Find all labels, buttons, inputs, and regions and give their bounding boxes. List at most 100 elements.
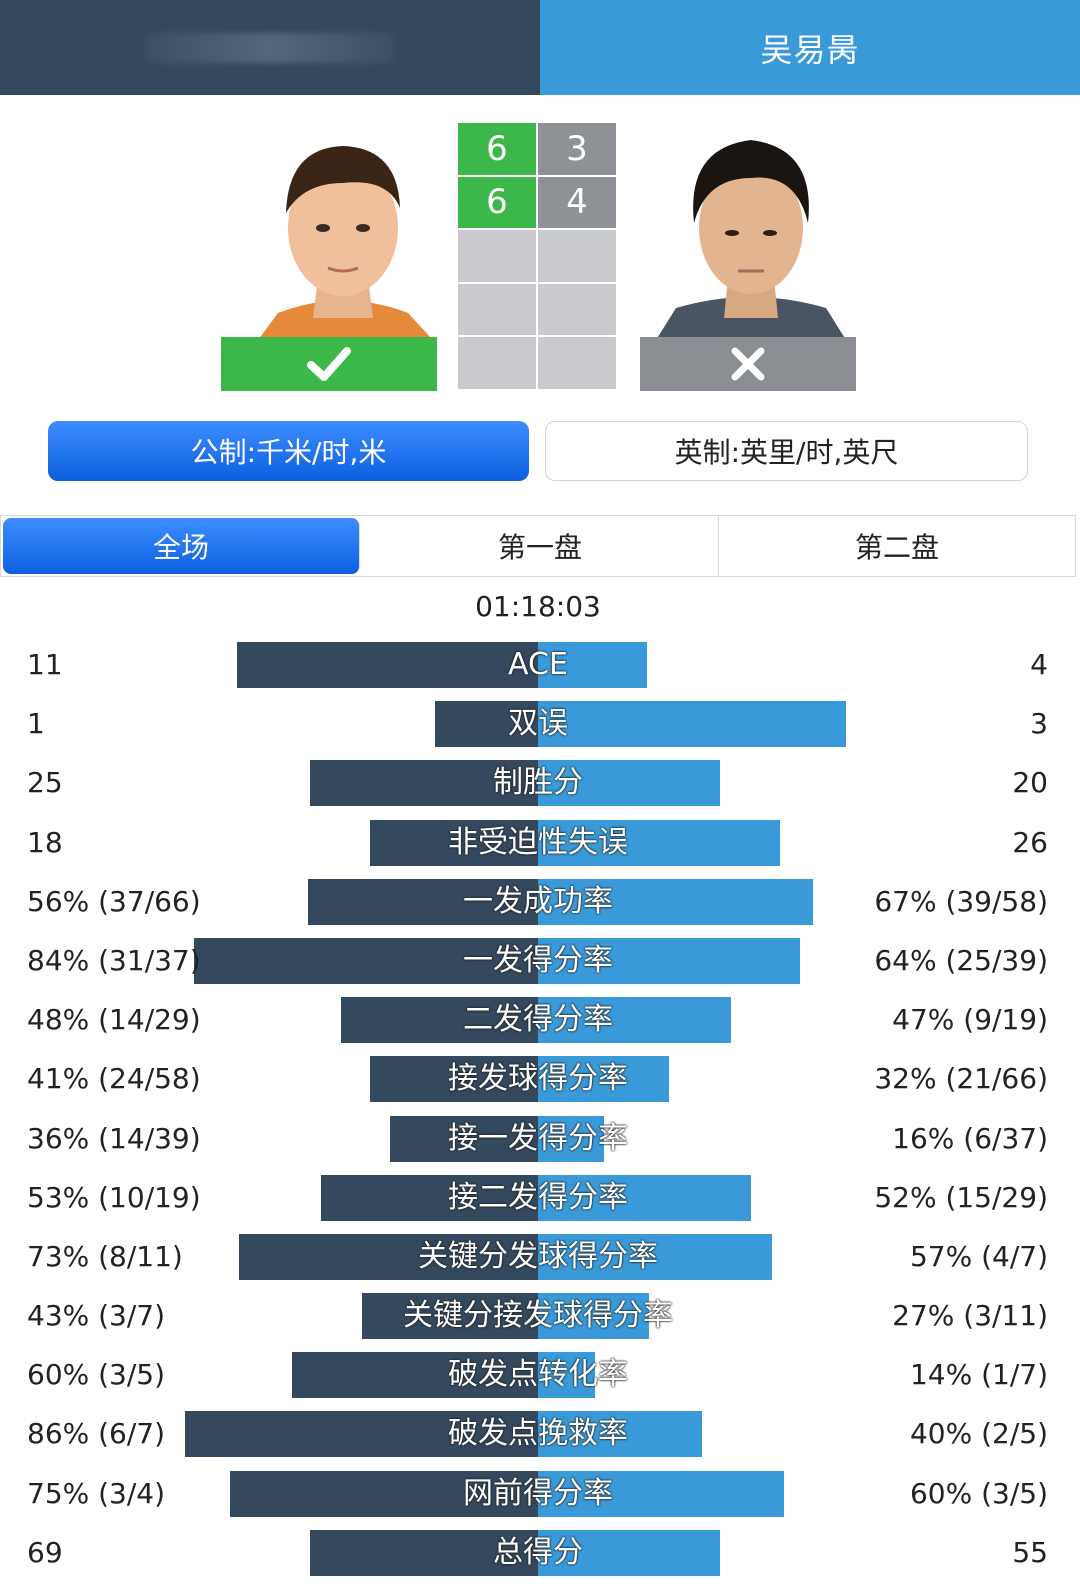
right-stat-bar: [538, 642, 647, 688]
right-stat-bar: [538, 997, 731, 1044]
player-left-photo: [248, 128, 438, 340]
stat-label: 一发得分率: [463, 942, 613, 978]
left-stat-value: 69: [27, 1535, 63, 1569]
left-stat-value: 41% (24/58): [27, 1062, 201, 1096]
player-left-name-blurred: [0, 0, 540, 95]
left-stat-value: 75% (3/4): [27, 1476, 166, 1510]
right-stat-bar: [538, 1174, 751, 1221]
right-stat-value: 57% (4/7): [909, 1239, 1048, 1273]
stat-row: 18 26 非受迫性失误: [0, 819, 1080, 879]
stat-label: 二发得分率: [463, 1002, 613, 1038]
stat-row: 69 55 总得分: [0, 1529, 1080, 1589]
right-stat-bar: [538, 937, 800, 984]
tab-set-2[interactable]: 第二盘: [854, 531, 939, 564]
left-stat-bar: [308, 878, 538, 925]
left-stat-bar: [370, 1056, 538, 1103]
left-stat-bar: [321, 1174, 538, 1221]
stat-row: 73% (8/11) 57% (4/7) 关键分发球得分率: [0, 1233, 1080, 1293]
left-stat-value: 36% (14/39): [27, 1121, 201, 1155]
right-stat-bar: [538, 819, 780, 866]
check-icon: [307, 347, 351, 381]
stat-row: 43% (3/7) 27% (3/11) 关键分接发球得分率: [0, 1293, 1080, 1352]
set-4-score-p2: [538, 283, 616, 335]
winner-indicator: [221, 337, 437, 391]
stat-label: 破发点挽救率: [448, 1416, 628, 1452]
tab-full-match[interactable]: 全场: [3, 518, 360, 574]
set-4-score-p1: [458, 283, 536, 335]
stat-row: 11 4 ACE: [0, 642, 1080, 701]
right-stat-value: 32% (21/66): [874, 1062, 1048, 1096]
left-stat-value: 53% (10/19): [27, 1180, 201, 1214]
right-stat-bar: [538, 701, 846, 748]
stat-row: 48% (14/29) 47% (9/19) 二发得分率: [0, 997, 1080, 1056]
stat-row: 1 3 双误: [0, 701, 1080, 760]
stat-row: 36% (14/39) 16% (6/37) 接一发得分率: [0, 1115, 1080, 1175]
right-stat-bar: [538, 1411, 702, 1458]
left-stat-bar: [239, 1233, 538, 1280]
left-stat-value: 48% (14/29): [27, 1003, 201, 1037]
right-stat-value: 14% (1/7): [909, 1358, 1048, 1392]
set-2-score-p1: 6: [458, 176, 536, 228]
set-1-score-p2: 3: [538, 123, 616, 175]
tab-set-1[interactable]: 第一盘: [362, 516, 719, 576]
left-stat-value: 73% (8/11): [27, 1239, 183, 1273]
left-stat-value: 43% (3/7): [27, 1299, 166, 1333]
left-stat-value: 25: [27, 766, 63, 800]
left-stat-value: 1: [27, 707, 45, 741]
match-duration: 01:18:03: [475, 590, 601, 623]
stat-row: 25 20 制胜分: [0, 760, 1080, 819]
imperial-unit-button[interactable]: 英制:英里/时,英尺: [545, 421, 1028, 481]
metric-unit-button[interactable]: 公制:千米/时,米: [48, 421, 529, 481]
left-stat-value: 60% (3/5): [27, 1358, 166, 1392]
right-stat-value: 40% (2/5): [909, 1417, 1048, 1451]
left-stat-value: 84% (31/37): [27, 943, 201, 977]
right-stat-value: 27% (3/11): [892, 1299, 1048, 1333]
stat-label: 接二发得分率: [448, 1179, 628, 1215]
stat-row: 86% (6/7) 40% (2/5) 破发点挽救率: [0, 1411, 1080, 1470]
left-stat-bar: [370, 819, 538, 866]
stat-row: 75% (3/4) 60% (3/5) 网前得分率: [0, 1470, 1080, 1530]
right-stat-bar: [538, 1293, 649, 1340]
right-stat-bar: [538, 1233, 772, 1280]
right-stat-value: 47% (9/19): [892, 1003, 1048, 1037]
left-stat-bar: [237, 642, 538, 688]
left-stat-bar: [194, 937, 538, 984]
right-stat-bar: [538, 1056, 669, 1103]
right-stat-value: 4: [1030, 648, 1048, 681]
left-stat-bar: [185, 1411, 538, 1458]
left-stat-bar: [310, 760, 538, 807]
right-stat-bar: [538, 760, 720, 807]
right-stat-bar: [538, 1352, 595, 1399]
right-stat-value: 67% (39/58): [874, 884, 1048, 918]
right-stat-value: 3: [1030, 707, 1048, 741]
loser-indicator: [640, 337, 856, 391]
period-tabs: 全场 第一盘 第二盘: [0, 515, 1076, 577]
right-stat-value: 64% (25/39): [874, 943, 1048, 977]
left-stat-value: 56% (37/66): [27, 884, 201, 918]
left-stat-value: 11: [27, 648, 63, 681]
right-stat-value: 16% (6/37): [892, 1121, 1048, 1155]
set-5-score-p2: [538, 337, 616, 389]
stat-label: 一发成功率: [463, 883, 613, 919]
left-stat-bar: [341, 997, 538, 1044]
left-stat-value: 86% (6/7): [27, 1417, 166, 1451]
right-stat-bar: [538, 1470, 784, 1517]
stat-label: 非受迫性失误: [448, 824, 628, 860]
player-right-name: 吴易昺: [540, 0, 1080, 95]
stat-label: ACE: [508, 647, 568, 682]
right-stat-bar: [538, 1115, 604, 1162]
right-stat-value: 52% (15/29): [874, 1180, 1048, 1214]
stat-label: 双误: [508, 706, 568, 742]
stat-label: 总得分: [493, 1534, 583, 1570]
stat-label: 网前得分率: [463, 1475, 613, 1511]
left-stat-bar: [230, 1470, 538, 1517]
stat-label: 关键分发球得分率: [418, 1238, 658, 1274]
stat-label: 制胜分: [493, 765, 583, 801]
left-stat-bar: [390, 1115, 538, 1162]
right-stat-bar: [538, 1529, 720, 1576]
header-bar: 吴易昺: [0, 0, 1080, 95]
set-5-score-p1: [458, 337, 536, 389]
left-stat-bar: [310, 1529, 538, 1576]
set-3-score-p1: [458, 230, 536, 282]
right-stat-value: 55: [1012, 1535, 1048, 1569]
